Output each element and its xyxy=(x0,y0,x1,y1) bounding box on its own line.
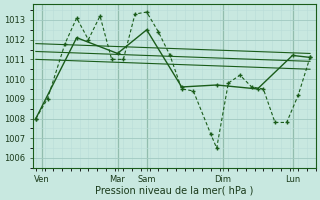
X-axis label: Pression niveau de la mer( hPa ): Pression niveau de la mer( hPa ) xyxy=(95,186,253,196)
